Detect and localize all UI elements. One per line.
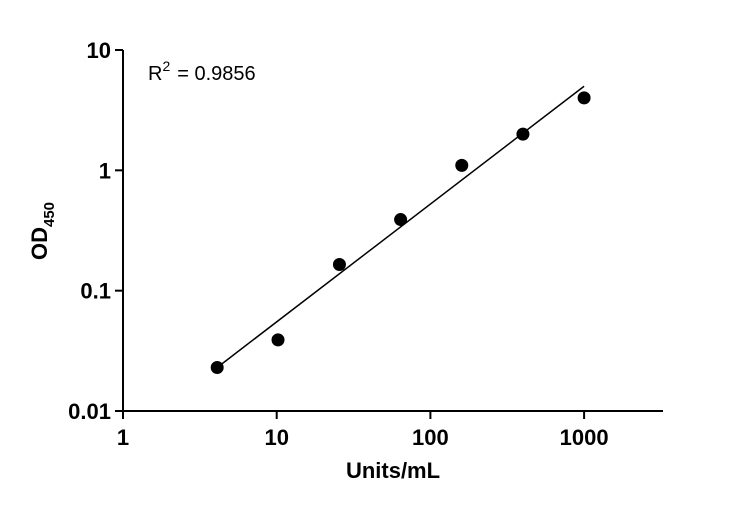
y-axis-title-main: OD — [27, 227, 52, 260]
data-point — [577, 91, 591, 105]
x-tick-label: 1 — [117, 425, 129, 450]
regression-line — [216, 85, 585, 369]
r-squared-superscript: 2 — [162, 58, 170, 74]
fit-line-group — [216, 85, 585, 369]
data-point — [210, 360, 224, 374]
x-axis-title: Units/mL — [346, 458, 440, 483]
data-point — [455, 158, 469, 172]
x-ticks: 1 10 100 1000 — [117, 411, 609, 450]
data-point — [516, 127, 530, 141]
y-tick-label: 1 — [99, 158, 111, 183]
y-axis-title-subscript: 450 — [41, 202, 58, 227]
y-tick-label: 0.01 — [68, 399, 111, 424]
axes — [122, 50, 663, 412]
r-squared-annotation: R2 = 0.9856 — [148, 58, 256, 85]
y-ticks: 0.01 0.1 1 10 — [68, 38, 123, 424]
x-tick-label: 1000 — [560, 425, 609, 450]
x-tick-label: 10 — [264, 425, 288, 450]
x-tick-label: 100 — [412, 425, 449, 450]
r-squared-label: R — [148, 63, 162, 85]
y-tick-label: 10 — [87, 38, 111, 63]
data-point — [394, 213, 408, 227]
y-tick-label: 0.1 — [80, 279, 111, 304]
data-point — [332, 257, 346, 271]
r-squared-value: = 0.9856 — [177, 63, 255, 85]
data-point — [271, 333, 285, 347]
y-axis-title: OD450 — [27, 202, 58, 260]
data-points — [210, 91, 591, 374]
